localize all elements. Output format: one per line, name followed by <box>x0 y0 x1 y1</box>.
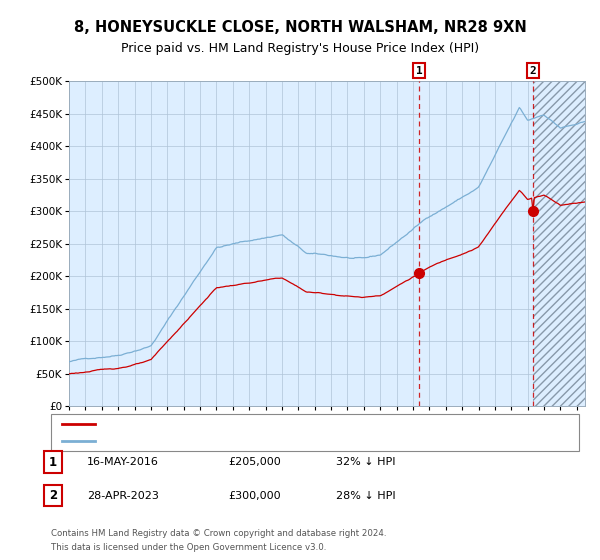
Text: 1: 1 <box>49 455 57 469</box>
Text: 2: 2 <box>530 66 536 76</box>
Text: 28% ↓ HPI: 28% ↓ HPI <box>336 491 395 501</box>
Text: 1: 1 <box>416 66 422 76</box>
Text: This data is licensed under the Open Government Licence v3.0.: This data is licensed under the Open Gov… <box>51 543 326 552</box>
Text: £205,000: £205,000 <box>228 457 281 467</box>
Bar <box>533 81 585 406</box>
Text: 16-MAY-2016: 16-MAY-2016 <box>87 457 159 467</box>
Text: Contains HM Land Registry data © Crown copyright and database right 2024.: Contains HM Land Registry data © Crown c… <box>51 529 386 538</box>
Text: 28-APR-2023: 28-APR-2023 <box>87 491 159 501</box>
Text: HPI: Average price, detached house, North Norfolk: HPI: Average price, detached house, Nort… <box>102 436 365 446</box>
Text: 32% ↓ HPI: 32% ↓ HPI <box>336 457 395 467</box>
Text: 2: 2 <box>49 489 57 502</box>
Text: Price paid vs. HM Land Registry's House Price Index (HPI): Price paid vs. HM Land Registry's House … <box>121 42 479 55</box>
Text: 8, HONEYSUCKLE CLOSE, NORTH WALSHAM, NR28 9XN: 8, HONEYSUCKLE CLOSE, NORTH WALSHAM, NR2… <box>74 20 526 35</box>
Text: £300,000: £300,000 <box>228 491 281 501</box>
Text: 8, HONEYSUCKLE CLOSE, NORTH WALSHAM, NR28 9XN (detached house): 8, HONEYSUCKLE CLOSE, NORTH WALSHAM, NR2… <box>102 419 483 429</box>
